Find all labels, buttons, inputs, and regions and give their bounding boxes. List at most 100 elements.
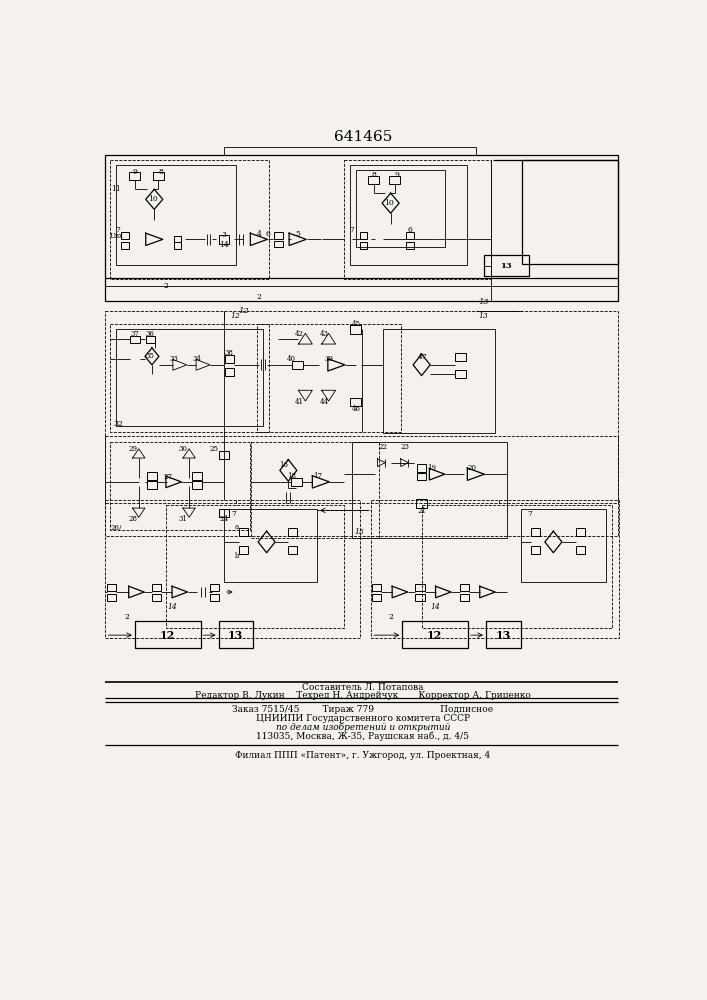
- Bar: [174, 236, 182, 242]
- Bar: [389, 176, 400, 184]
- Bar: [239, 528, 248, 536]
- Bar: [130, 336, 139, 343]
- Bar: [107, 594, 116, 601]
- Text: 37: 37: [130, 330, 139, 338]
- Text: 44: 44: [320, 398, 329, 406]
- Text: 113035, Москва, Ж-35, Раушская наб., д. 4/5: 113035, Москва, Ж-35, Раушская наб., д. …: [256, 731, 469, 741]
- Text: 26/: 26/: [110, 524, 122, 532]
- Bar: [421, 505, 612, 628]
- Text: 5: 5: [296, 230, 300, 238]
- Bar: [224, 509, 317, 582]
- Bar: [356, 170, 445, 247]
- Bar: [406, 242, 414, 249]
- Bar: [210, 594, 219, 601]
- Text: 41: 41: [295, 398, 304, 406]
- Text: 45: 45: [351, 320, 361, 328]
- Bar: [110, 160, 269, 279]
- Text: по делам изобретений и открытий: по делам изобретений и открытий: [276, 723, 450, 732]
- Text: 14: 14: [167, 603, 177, 611]
- Text: 12: 12: [160, 630, 175, 641]
- Bar: [484, 255, 529, 276]
- Text: 14: 14: [431, 603, 440, 611]
- Text: 2: 2: [124, 613, 129, 621]
- Text: 9: 9: [395, 171, 399, 179]
- Text: 2: 2: [388, 613, 393, 621]
- Text: 35: 35: [146, 352, 155, 360]
- Bar: [402, 621, 468, 648]
- Text: 12: 12: [427, 630, 443, 641]
- Bar: [152, 584, 161, 591]
- Bar: [406, 232, 414, 239]
- Bar: [575, 546, 585, 554]
- Text: 6: 6: [407, 226, 412, 234]
- Text: 23: 23: [400, 443, 409, 451]
- Text: 3: 3: [221, 231, 226, 239]
- Bar: [219, 451, 228, 459]
- Bar: [291, 478, 301, 486]
- Text: 7: 7: [527, 510, 532, 518]
- Text: 31: 31: [178, 515, 187, 523]
- Bar: [152, 594, 161, 601]
- Text: 2: 2: [257, 293, 262, 301]
- Text: 13: 13: [479, 312, 489, 320]
- Bar: [360, 242, 368, 249]
- Bar: [416, 594, 425, 601]
- Bar: [274, 241, 283, 247]
- Text: 36: 36: [146, 330, 155, 338]
- Text: 43: 43: [320, 330, 329, 338]
- Text: 14: 14: [219, 241, 229, 249]
- Bar: [135, 621, 201, 648]
- Text: 30: 30: [178, 445, 187, 453]
- Bar: [460, 584, 469, 591]
- Bar: [575, 528, 585, 536]
- Text: 25: 25: [209, 445, 218, 453]
- Bar: [105, 155, 619, 301]
- Bar: [174, 242, 182, 249]
- Bar: [344, 160, 491, 279]
- Text: 27: 27: [164, 473, 173, 481]
- Bar: [192, 481, 201, 489]
- Bar: [416, 499, 427, 508]
- Text: 8: 8: [371, 171, 376, 179]
- Bar: [417, 464, 426, 472]
- Text: 13: 13: [501, 262, 512, 270]
- Bar: [371, 500, 619, 638]
- Bar: [115, 165, 235, 265]
- Bar: [522, 160, 619, 264]
- Text: 33: 33: [169, 355, 178, 363]
- Bar: [460, 594, 469, 601]
- Text: 22: 22: [378, 443, 387, 451]
- Bar: [110, 324, 269, 432]
- Text: 6: 6: [266, 230, 271, 238]
- Text: Составитель Л. Потапова: Составитель Л. Потапова: [302, 683, 423, 692]
- Bar: [416, 584, 425, 591]
- Text: a: a: [235, 523, 239, 531]
- Bar: [368, 176, 379, 184]
- Bar: [166, 505, 344, 628]
- Bar: [531, 528, 540, 536]
- Text: 42: 42: [295, 330, 304, 338]
- Bar: [105, 436, 619, 536]
- Bar: [105, 500, 360, 638]
- Text: Редактор В. Лукин    Техред Н. Андрейчук       Корректор А. Гриценко: Редактор В. Лукин Техред Н. Андрейчук Ко…: [195, 691, 531, 700]
- Bar: [288, 528, 297, 536]
- Text: 8: 8: [158, 168, 163, 176]
- Bar: [531, 546, 540, 554]
- Text: 17: 17: [313, 472, 322, 480]
- Bar: [360, 232, 368, 239]
- Bar: [251, 442, 379, 538]
- Text: 4: 4: [257, 230, 262, 238]
- Text: Филиал ППП «Патент», г. Ужгород, ул. Проектная, 4: Филиал ППП «Патент», г. Ужгород, ул. Про…: [235, 751, 491, 760]
- Bar: [218, 621, 253, 648]
- Bar: [121, 232, 129, 239]
- Text: 32: 32: [113, 420, 123, 428]
- Text: 641465: 641465: [334, 130, 392, 144]
- Text: 2: 2: [163, 282, 168, 290]
- Bar: [147, 481, 156, 489]
- Bar: [372, 584, 381, 591]
- Bar: [105, 311, 619, 503]
- Text: 15: 15: [355, 528, 365, 536]
- Text: Uвх: Uвх: [110, 232, 124, 239]
- Text: 10: 10: [384, 199, 394, 207]
- Text: 18: 18: [287, 472, 296, 480]
